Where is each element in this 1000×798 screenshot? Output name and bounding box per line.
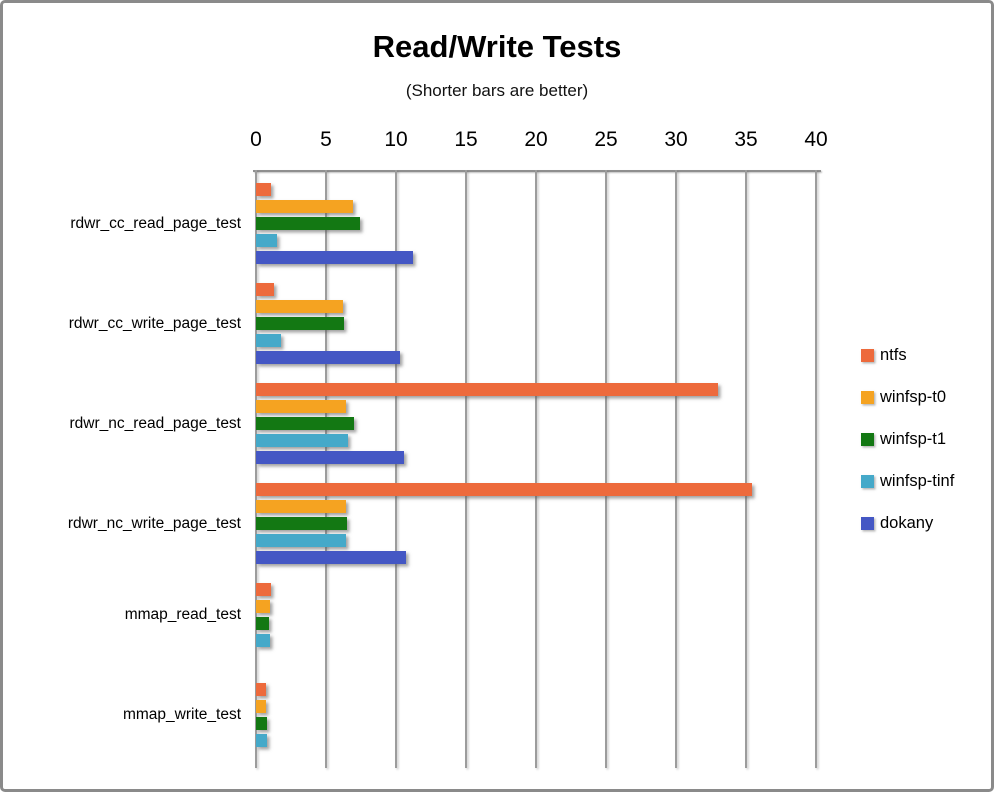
category-label-rdwr_cc_write_page_test: rdwr_cc_write_page_test xyxy=(68,314,241,332)
bar-winfsp-t1-rdwr_cc_read_page_test xyxy=(256,217,360,230)
bar-winfsp-t0-rdwr_cc_write_page_test xyxy=(256,300,343,313)
bar-dokany-rdwr_cc_write_page_test xyxy=(256,351,401,364)
legend-item-dokany: dokany xyxy=(861,513,954,532)
legend-swatch-winfsp-t0 xyxy=(861,390,874,404)
legend-label-winfsp-t0: winfsp-t0 xyxy=(880,387,947,406)
bar-winfsp-t1-mmap_write_test xyxy=(256,717,268,730)
bar-winfsp-t1-rdwr_cc_write_page_test xyxy=(256,317,345,330)
chart-title: Read/Write Tests xyxy=(372,29,622,64)
bar-ntfs-mmap_write_test xyxy=(256,683,266,696)
bar-ntfs-rdwr_nc_read_page_test xyxy=(256,383,718,396)
legend-label-winfsp-t1: winfsp-t1 xyxy=(880,429,947,448)
bar-winfsp-t1-rdwr_nc_write_page_test xyxy=(256,517,347,530)
axis-tick-label-0: 0 xyxy=(250,128,262,151)
legend: ntfs winfsp-t0 winfsp-t1 winfsp-tinf dokany xyxy=(861,345,955,532)
axis-tick-label-5: 5 xyxy=(320,128,332,151)
gridline-30 xyxy=(675,170,677,768)
bar-ntfs-rdwr_cc_write_page_test xyxy=(256,283,275,296)
gridline-25 xyxy=(605,170,607,768)
bar-winfsp-t0-rdwr_cc_read_page_test xyxy=(256,200,353,213)
gridline-35 xyxy=(745,170,747,768)
category-label-rdwr_nc_write_page_test: rdwr_nc_write_page_test xyxy=(67,514,241,532)
axis-tick-label-15: 15 xyxy=(454,128,478,151)
axis-tick-label-30: 30 xyxy=(664,128,688,151)
legend-item-winfsp-t1: winfsp-t1 xyxy=(861,429,954,448)
plot-area: 0 5 10 15 20 25 30 35 40 xyxy=(250,128,828,770)
category-label-mmap_read_test: mmap_read_test xyxy=(124,606,241,623)
legend-swatch-winfsp-tinf xyxy=(861,474,874,488)
legend-label-ntfs: ntfs xyxy=(880,345,907,364)
bar-ntfs-rdwr_nc_write_page_test xyxy=(256,483,752,496)
bar-winfsp-tinf-rdwr_cc_write_page_test xyxy=(256,334,282,347)
bar-winfsp-tinf-rdwr_nc_read_page_test xyxy=(256,434,349,447)
gridline-5 xyxy=(325,170,327,768)
gridline-0 xyxy=(255,170,257,768)
bar-winfsp-tinf-rdwr_nc_write_page_test xyxy=(256,534,346,547)
axis-tick-label-40: 40 xyxy=(804,128,828,151)
bar-winfsp-tinf-rdwr_cc_read_page_test xyxy=(256,234,277,247)
bar-dokany-rdwr_nc_read_page_test xyxy=(256,451,405,464)
bar-winfsp-t0-mmap_write_test xyxy=(256,700,266,713)
legend-swatch-winfsp-t1 xyxy=(861,432,874,446)
gridline-10 xyxy=(395,170,397,768)
x-axis-line xyxy=(253,170,821,172)
bar-winfsp-tinf-mmap_write_test xyxy=(256,734,268,747)
legend-swatch-dokany xyxy=(861,516,874,530)
bar-winfsp-t0-mmap_read_test xyxy=(256,600,270,613)
legend-item-ntfs: ntfs xyxy=(861,345,954,364)
bar-ntfs-mmap_read_test xyxy=(256,583,272,596)
legend-item-winfsp-t0: winfsp-t0 xyxy=(861,387,954,406)
legend-label-dokany: dokany xyxy=(880,513,934,532)
axis-tick-label-10: 10 xyxy=(384,128,408,151)
axis-tick-label-25: 25 xyxy=(594,128,618,151)
bar-winfsp-t1-rdwr_nc_read_page_test xyxy=(256,417,354,430)
category-axis: rdwr_cc_read_page_test rdwr_cc_write_page… xyxy=(3,170,241,770)
legend-label-winfsp-tinf: winfsp-tinf xyxy=(880,471,955,490)
bar-winfsp-t1-mmap_read_test xyxy=(256,617,269,630)
chart-subtitle: (Shorter bars are better) xyxy=(405,81,589,100)
category-label-rdwr_cc_read_page_test: rdwr_cc_read_page_test xyxy=(70,214,241,232)
gridline-15 xyxy=(465,170,467,768)
axis-tick-label-20: 20 xyxy=(524,128,548,151)
category-label-mmap_write_test: mmap_write_test xyxy=(122,706,241,723)
bar-winfsp-tinf-mmap_read_test xyxy=(256,634,270,647)
gridline-20 xyxy=(535,170,537,768)
gridline-40 xyxy=(815,170,817,768)
legend-swatch-ntfs xyxy=(861,348,874,362)
bar-ntfs-rdwr_cc_read_page_test xyxy=(256,183,272,196)
bar-winfsp-t0-rdwr_nc_read_page_test xyxy=(256,400,346,413)
category-label-rdwr_nc_read_page_test: rdwr_nc_read_page_test xyxy=(69,414,241,432)
axis-tick-label-35: 35 xyxy=(734,128,758,151)
bar-dokany-rdwr_nc_write_page_test xyxy=(256,551,406,564)
legend-item-winfsp-tinf: winfsp-tinf xyxy=(861,471,955,490)
bar-winfsp-t0-rdwr_nc_write_page_test xyxy=(256,500,346,513)
bar-dokany-rdwr_cc_read_page_test xyxy=(256,251,413,264)
